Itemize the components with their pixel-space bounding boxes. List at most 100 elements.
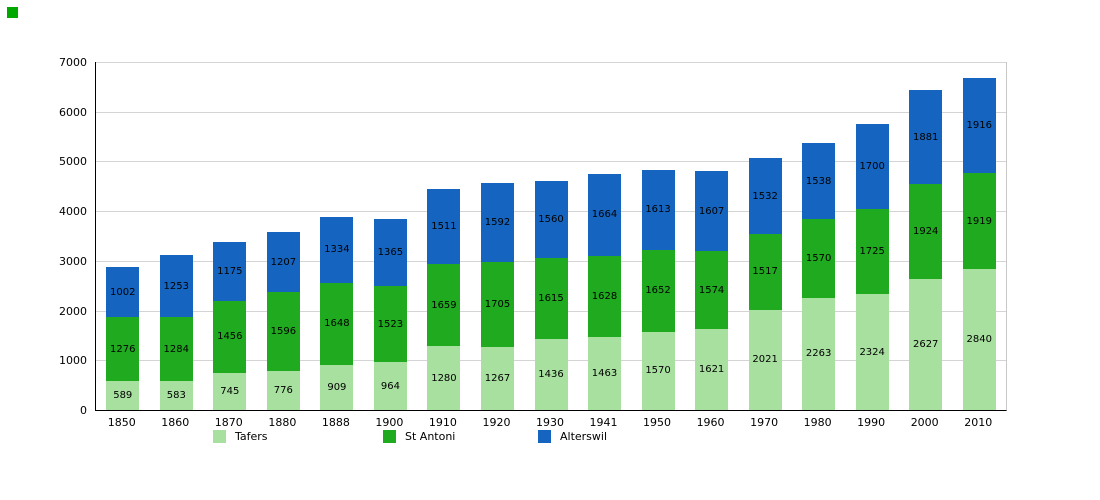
bar-value-label: 583 [166, 390, 186, 402]
bar-value-label: 1365 [377, 246, 404, 258]
bar-value-label: 1002 [110, 286, 136, 298]
y-tick-label: 5000 [59, 155, 87, 169]
bar-segment-tafers: 2021 [748, 309, 782, 410]
bar-value-label: 2021 [752, 354, 778, 366]
bar-segment-st-antoni: 1456 [213, 300, 247, 373]
bar-value-label: 1267 [484, 373, 511, 384]
bar-value-label: 2627 [912, 339, 939, 351]
bar-segment-tafers: 1570 [641, 331, 675, 410]
bar-value-label: 1436 [538, 368, 564, 380]
bar-value-label: 1253 [163, 280, 189, 292]
bar-value-label: 1276 [110, 343, 136, 355]
bar-segment-st-antoni: 1924 [909, 183, 943, 280]
bar-value-label: 1700 [859, 160, 885, 172]
x-tick-label: 1980 [803, 416, 832, 429]
bar-value-label: 1628 [591, 291, 618, 303]
bar-segment-tafers: 2324 [855, 294, 889, 410]
x-tick-label: 2010 [964, 416, 993, 429]
gridline [96, 62, 1006, 63]
bar-segment-alterswil: 1538 [802, 143, 836, 220]
bar-segment-st-antoni: 1570 [802, 219, 836, 298]
bar-value-label: 1284 [163, 343, 189, 355]
x-tick-label: 1880 [268, 416, 297, 429]
legend-label-tafers: Tafers [235, 430, 268, 443]
bar-segment-tafers: 2840 [962, 268, 996, 410]
bar-segment-tafers: 745 [213, 372, 247, 410]
bar-value-label: 1705 [484, 299, 511, 311]
bar-value-label: 1560 [538, 214, 564, 226]
x-tick-label: 1950 [643, 416, 672, 429]
gridline [96, 111, 1006, 113]
bar-segment-tafers: 589 [106, 380, 140, 410]
legend-item-tafers: Tafers [213, 430, 268, 443]
bar-segment-tafers: 1436 [534, 338, 568, 410]
y-tick-label: 1000 [59, 354, 87, 368]
bar-value-label: 1596 [270, 326, 297, 338]
legend-label-st-antoni: St Antoni [405, 430, 456, 443]
bar-segment-alterswil: 1175 [213, 242, 247, 301]
x-tick-label: 1970 [750, 416, 779, 429]
y-tick-label: 0 [80, 404, 87, 417]
bar-value-label: 1664 [591, 209, 618, 221]
bar-segment-alterswil: 1532 [748, 157, 782, 235]
bar-value-label: 1523 [377, 318, 404, 330]
bar-value-label: 1881 [912, 131, 939, 143]
bar-value-label: 1574 [698, 284, 725, 296]
green-corner-marker [7, 7, 18, 18]
bar-value-label: 776 [273, 385, 293, 397]
x-tick-label: 1888 [321, 416, 350, 429]
bar-segment-alterswil: 1700 [855, 124, 889, 209]
bar-segment-tafers: 909 [320, 364, 354, 410]
bar-value-label: 1463 [591, 368, 618, 380]
bar-value-label: 1607 [698, 205, 725, 217]
y-tick-label: 2000 [59, 304, 87, 318]
bar-segment-alterswil: 1365 [373, 218, 407, 287]
bar-value-label: 2263 [805, 348, 832, 360]
bar-value-label: 1592 [484, 217, 511, 229]
bar-segment-tafers: 776 [266, 371, 300, 410]
bar-segment-alterswil: 1511 [427, 188, 461, 264]
bar-value-label: 1175 [217, 265, 243, 277]
bar-value-label: 745 [220, 385, 240, 397]
bar-value-label: 1916 [966, 120, 992, 132]
legend-swatch-st-antoni [383, 430, 396, 443]
bar-value-label: 1659 [431, 299, 457, 311]
x-tick-label: 1860 [161, 416, 190, 429]
x-tick-label: 1930 [535, 416, 564, 429]
bar-segment-alterswil: 1613 [641, 169, 675, 250]
bar-value-label: 1652 [645, 285, 671, 297]
x-tick-label: 1960 [696, 416, 725, 429]
x-tick-label: 1941 [589, 416, 618, 429]
x-tick-label: 1900 [375, 416, 404, 429]
legend-swatch-tafers [213, 430, 226, 443]
bar-segment-st-antoni: 1517 [748, 234, 782, 310]
bar-segment-alterswil: 1560 [534, 180, 568, 259]
bar-value-label: 1511 [431, 220, 457, 232]
bar-segment-st-antoni: 1648 [320, 282, 354, 365]
bar-value-label: 1615 [538, 292, 564, 304]
x-tick-label: 1990 [857, 416, 886, 429]
x-tick-label: 2000 [910, 416, 939, 429]
bar-segment-alterswil: 1607 [695, 171, 729, 252]
y-tick-label: 3000 [59, 254, 87, 268]
y-tick-label: 6000 [59, 105, 87, 119]
bar-segment-st-antoni: 1523 [373, 286, 407, 363]
bar-segment-tafers: 1463 [588, 337, 622, 410]
bar-value-label: 2840 [966, 333, 992, 345]
bar-value-label: 1334 [324, 244, 350, 256]
bar-segment-st-antoni: 1596 [266, 292, 300, 372]
bar-segment-tafers: 1621 [695, 329, 729, 410]
bar-segment-tafers: 2263 [802, 297, 836, 410]
bar-segment-st-antoni: 1276 [106, 317, 140, 381]
legend-label-alterswil: Alterswil [560, 430, 608, 443]
bar-segment-st-antoni: 1628 [588, 256, 622, 338]
bar-segment-tafers: 964 [373, 362, 407, 410]
bar-value-label: 1924 [912, 226, 939, 238]
x-tick-label: 1850 [107, 416, 136, 429]
bar-value-label: 1207 [270, 256, 297, 268]
bar-value-label: 1456 [217, 331, 243, 343]
bar-segment-st-antoni: 1919 [962, 173, 996, 269]
bar-value-label: 909 [327, 381, 347, 393]
